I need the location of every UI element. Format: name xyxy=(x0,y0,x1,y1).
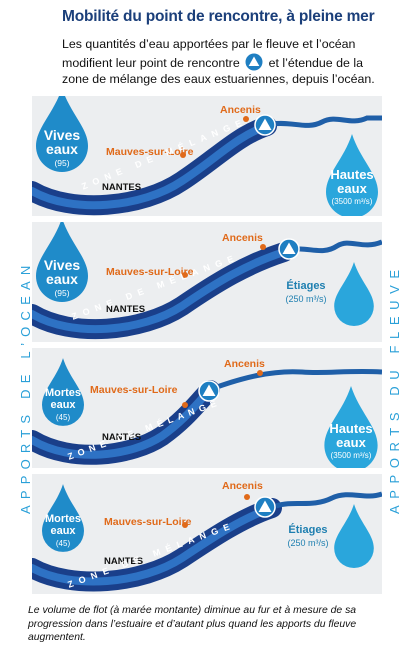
river-drop-4 xyxy=(334,504,374,568)
river-drop-3: Hautes eaux (3500 m³/s) xyxy=(324,386,378,468)
water-drop-icon xyxy=(42,484,84,552)
ancenis-dot xyxy=(257,370,263,376)
meeting-point-marker xyxy=(254,114,276,136)
mauves-dot xyxy=(182,402,188,408)
place-nantes: NANTES xyxy=(106,304,146,315)
meeting-point-icon xyxy=(245,53,263,70)
meeting-point-marker xyxy=(278,238,300,260)
river-drop-1: Hautes eaux (3500 m³/s) xyxy=(326,134,378,216)
place-ancenis: Ancenis xyxy=(224,358,265,370)
estuary-map-1 xyxy=(32,115,382,216)
ocean-value: (45) xyxy=(55,539,71,548)
meeting-point-marker xyxy=(198,380,220,402)
ocean-label-2: eaux xyxy=(46,141,78,157)
scenario-panel-3: Mortes eaux (45) Ancenis Mauves-sur-Loir… xyxy=(32,348,382,468)
water-drop-icon xyxy=(36,96,88,172)
river-label: Hautes xyxy=(330,167,374,182)
water-drop-icon xyxy=(324,386,378,468)
ancenis-dot xyxy=(243,116,249,122)
river-side-text: APPORTS DU FLEUVE xyxy=(387,263,402,514)
intro-text: Les quantités d’eau apportées par le fle… xyxy=(62,36,392,88)
ocean-value: (45) xyxy=(55,413,71,422)
scenario-panel-2: Vives eaux (95) Ancenis Mauves-sur-Loire… xyxy=(32,222,382,342)
ocean-drop-2: Vives eaux (95) xyxy=(36,222,88,302)
water-drop-icon xyxy=(36,222,88,302)
river-label: Étiages xyxy=(286,280,326,292)
page-title: Mobilité du point de rencontre, à pleine… xyxy=(62,8,375,25)
mauves-dot xyxy=(180,152,186,158)
intro-text-before: Les quantités d’eau apportées par le fle… xyxy=(62,37,356,70)
ocean-drop-3: Mortes eaux (45) xyxy=(42,358,84,426)
footer-note: Le volume de flot (à marée montante) dim… xyxy=(28,605,357,643)
place-nantes: NANTES xyxy=(102,182,142,193)
river-side-label: APPORTS DU FLEUVE xyxy=(387,263,402,514)
river-label-2: eaux xyxy=(337,181,367,196)
place-mauves: Mauves-sur-Loire xyxy=(90,384,178,396)
estuary-map-3 xyxy=(32,368,382,465)
ocean-value: (95) xyxy=(54,288,70,298)
place-ancenis: Ancenis xyxy=(222,480,263,492)
ocean-label-2: eaux xyxy=(50,399,76,411)
water-drop-icon xyxy=(334,504,374,568)
ancenis-dot xyxy=(244,494,250,500)
estuary-map-2 xyxy=(32,239,382,340)
ocean-value: (95) xyxy=(54,158,70,168)
water-drop-icon xyxy=(334,262,374,326)
scenario-panel-4: Mortes eaux (45) Ancenis Mauves-sur-Loir… xyxy=(32,474,382,594)
river-value: (3500 m³/s) xyxy=(331,197,373,206)
mauves-dot xyxy=(182,522,188,528)
ocean-label: Vives xyxy=(43,127,81,143)
ocean-side-text: APPORTS DE L’OCÉAN xyxy=(20,260,32,514)
water-drop-icon xyxy=(42,358,84,426)
scenario-panel-1: Vives eaux (95) Ancenis Mauves-sur-Loire… xyxy=(32,96,382,216)
river-drop-2 xyxy=(334,262,374,326)
ocean-side-label: APPORTS DE L’OCÉAN xyxy=(20,260,32,514)
ocean-label-2: eaux xyxy=(46,271,78,287)
place-mauves: Mauves-sur-Loire xyxy=(104,516,192,528)
ocean-label-2: eaux xyxy=(50,525,76,537)
place-ancenis: Ancenis xyxy=(222,232,263,244)
river-label: Hautes xyxy=(329,421,373,436)
water-drop-icon xyxy=(326,134,378,216)
meeting-point-marker xyxy=(254,496,276,518)
river-value: (250 m³/s) xyxy=(287,538,329,548)
place-mauves: Mauves-sur-Loire xyxy=(106,266,194,278)
river-value: (3500 m³/s) xyxy=(330,451,372,460)
estuary-map-4 xyxy=(32,491,382,592)
ancenis-dot xyxy=(260,244,266,250)
place-nantes: NANTES xyxy=(102,432,142,443)
ocean-drop-4: Mortes eaux (45) xyxy=(42,484,84,552)
ocean-label: Mortes xyxy=(44,513,82,525)
intro-text-after: et l’étendue de la zone de mélange des e… xyxy=(62,55,375,87)
ocean-drop-1: Vives eaux (95) xyxy=(36,96,88,172)
river-label-2: eaux xyxy=(336,435,366,450)
ocean-label: Mortes xyxy=(44,387,82,399)
place-nantes: NANTES xyxy=(104,556,144,567)
mauves-dot xyxy=(182,272,188,278)
ocean-label: Vives xyxy=(43,257,81,273)
place-ancenis: Ancenis xyxy=(220,104,261,116)
place-mauves: Mauves-sur-Loire xyxy=(106,146,194,158)
river-value: (250 m³/s) xyxy=(285,294,327,304)
river-label: Étiages xyxy=(288,524,328,536)
